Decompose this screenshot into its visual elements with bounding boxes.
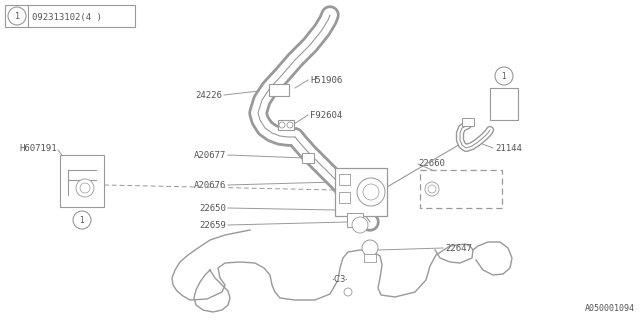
Text: 1: 1 bbox=[15, 12, 19, 20]
Bar bbox=[278, 120, 294, 130]
Bar bbox=[462, 118, 474, 126]
Bar bbox=[60, 155, 104, 207]
Text: 1: 1 bbox=[79, 215, 84, 225]
Circle shape bbox=[425, 182, 439, 196]
Bar bbox=[269, 84, 289, 96]
Circle shape bbox=[287, 122, 293, 128]
Circle shape bbox=[495, 67, 513, 85]
Text: 092313102(4 ): 092313102(4 ) bbox=[32, 12, 102, 21]
Bar bbox=[335, 168, 387, 216]
Bar bbox=[490, 88, 518, 120]
Text: 15027: 15027 bbox=[440, 186, 467, 195]
Text: 22647: 22647 bbox=[445, 244, 472, 252]
Text: 22659: 22659 bbox=[199, 220, 226, 229]
Circle shape bbox=[80, 183, 90, 193]
Text: A20677: A20677 bbox=[194, 150, 226, 159]
Bar bbox=[339, 174, 350, 185]
Circle shape bbox=[73, 211, 91, 229]
Circle shape bbox=[363, 184, 379, 200]
Circle shape bbox=[428, 185, 436, 193]
Bar bbox=[347, 213, 363, 227]
Bar bbox=[364, 254, 376, 262]
Circle shape bbox=[8, 7, 26, 25]
Text: $\cdot$C3$\cdot$: $\cdot$C3$\cdot$ bbox=[332, 273, 349, 284]
Text: A050001094: A050001094 bbox=[585, 304, 635, 313]
Circle shape bbox=[76, 179, 94, 197]
Text: H51906: H51906 bbox=[310, 76, 342, 84]
Text: A20676: A20676 bbox=[194, 180, 226, 189]
Circle shape bbox=[362, 240, 378, 256]
Bar bbox=[420, 170, 502, 208]
Text: 1: 1 bbox=[502, 71, 506, 81]
Circle shape bbox=[357, 178, 385, 206]
Circle shape bbox=[279, 122, 285, 128]
Bar bbox=[339, 192, 350, 203]
Text: 24226: 24226 bbox=[195, 91, 222, 100]
Bar bbox=[302, 153, 314, 163]
Text: H607191: H607191 bbox=[19, 143, 57, 153]
Text: 21144: 21144 bbox=[495, 143, 522, 153]
Circle shape bbox=[344, 288, 352, 296]
Circle shape bbox=[352, 217, 368, 233]
Text: F92604: F92604 bbox=[310, 110, 342, 119]
Bar bbox=[5, 5, 135, 27]
Text: 22650: 22650 bbox=[199, 204, 226, 212]
Text: 22660: 22660 bbox=[418, 158, 445, 167]
